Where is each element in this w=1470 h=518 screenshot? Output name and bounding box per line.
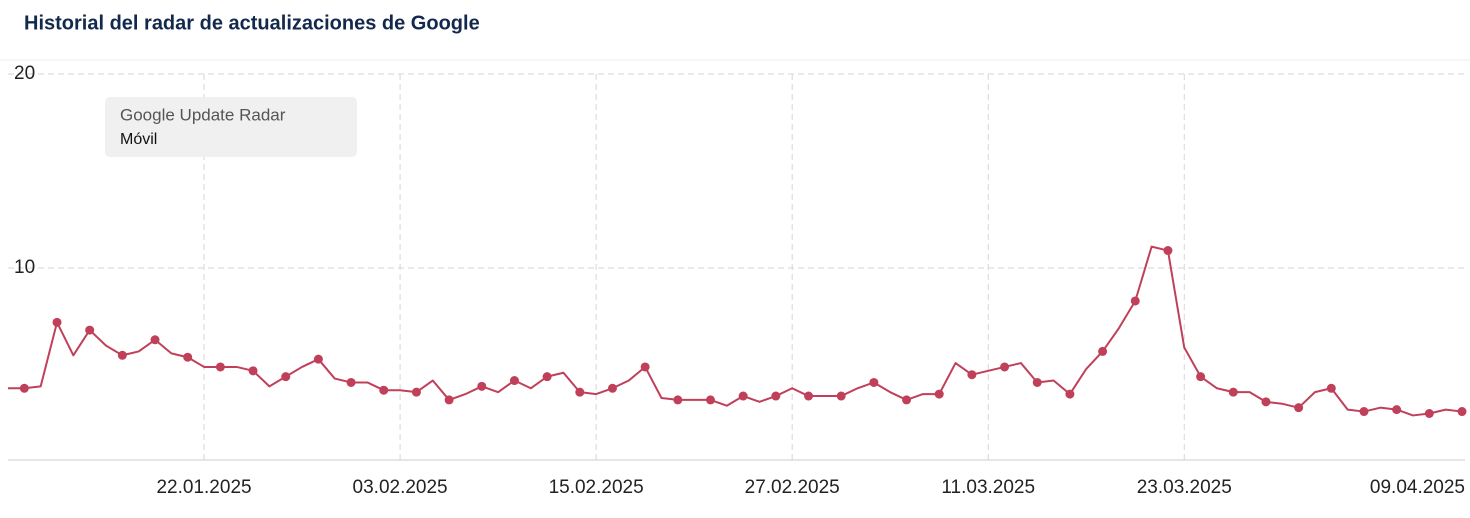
legend-box xyxy=(105,97,357,157)
data-point xyxy=(1130,296,1140,306)
data-point xyxy=(150,335,160,345)
data-point xyxy=(1392,405,1402,415)
data-point xyxy=(509,376,519,386)
data-point xyxy=(85,325,95,335)
data-point xyxy=(738,391,748,401)
grid xyxy=(8,73,1465,460)
data-point xyxy=(215,362,225,372)
y-tick-label: 10 xyxy=(14,257,35,278)
data-point xyxy=(19,383,29,393)
y-tick-label: 20 xyxy=(14,63,35,84)
legend: Google Update Radar Móvil xyxy=(105,97,357,157)
data-point xyxy=(1065,389,1075,399)
data-point xyxy=(1326,383,1336,393)
data-point xyxy=(575,387,585,397)
data-point xyxy=(934,389,944,399)
plot xyxy=(8,245,1467,418)
data-point xyxy=(640,362,650,372)
legend-title: Google Update Radar xyxy=(120,105,286,124)
x-tick-label: 27.02.2025 xyxy=(745,477,840,498)
data-point xyxy=(1000,362,1010,372)
data-point xyxy=(411,387,421,397)
data-point xyxy=(673,395,683,405)
data-point xyxy=(1261,397,1271,407)
data-point xyxy=(1196,372,1206,382)
x-tick-label: 03.02.2025 xyxy=(353,477,448,498)
data-point xyxy=(1163,246,1173,256)
data-point xyxy=(705,395,715,405)
data-point xyxy=(869,377,879,387)
x-tick-label: 15.02.2025 xyxy=(549,477,644,498)
x-tick-label: 09.04.2025 xyxy=(1370,477,1465,498)
data-point xyxy=(1032,377,1042,387)
legend-entry: Móvil xyxy=(120,131,157,148)
x-tick-label: 11.03.2025 xyxy=(941,477,1035,498)
data-point xyxy=(346,377,356,387)
data-point xyxy=(379,385,389,395)
data-point xyxy=(542,372,552,382)
data-point xyxy=(117,350,127,360)
data-point xyxy=(281,372,291,382)
data-point xyxy=(804,391,814,401)
x-tick-label: 22.01.2025 xyxy=(156,477,251,498)
data-point xyxy=(52,317,62,327)
data-point xyxy=(771,391,781,401)
data-point xyxy=(836,391,846,401)
data-point xyxy=(1228,387,1238,397)
data-point xyxy=(444,395,454,405)
data-point xyxy=(607,383,617,393)
data-point xyxy=(313,354,323,364)
data-point xyxy=(1424,409,1434,418)
data-point xyxy=(248,366,258,376)
data-point xyxy=(1359,407,1369,417)
data-point xyxy=(183,352,193,362)
chart-title: Historial del radar de actualizaciones d… xyxy=(24,12,480,34)
data-point xyxy=(477,381,487,391)
data-point xyxy=(1294,403,1304,413)
labels: 10 20 22.01.2025 03.02.2025 15.02.2025 27.02.… xyxy=(14,63,1465,498)
data-point xyxy=(902,395,912,405)
data-point xyxy=(1457,407,1467,417)
x-tick-label: 23.03.2025 xyxy=(1137,477,1232,498)
data-point xyxy=(967,370,977,380)
data-point xyxy=(1098,346,1108,356)
